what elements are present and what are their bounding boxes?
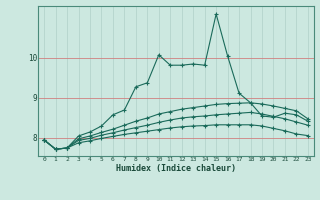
X-axis label: Humidex (Indice chaleur): Humidex (Indice chaleur)	[116, 164, 236, 173]
